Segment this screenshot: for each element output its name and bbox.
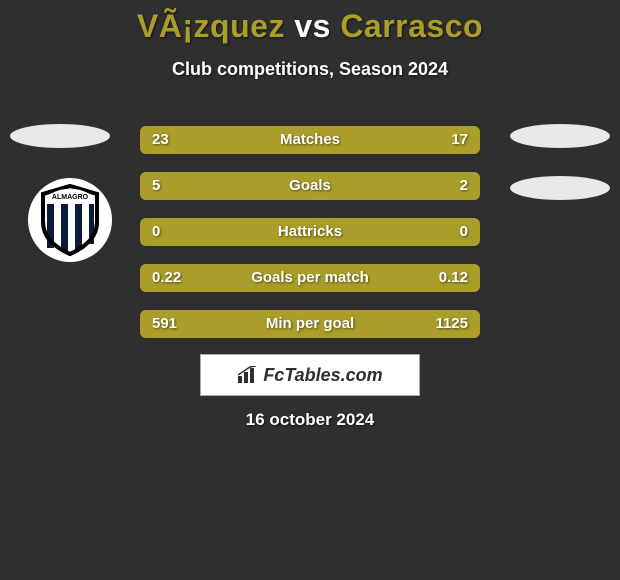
stat-rows: 23Matches17 5Goals2 0Hattricks0 0.22Goals p…: [140, 126, 480, 356]
stat-row: 0Hattricks0: [140, 218, 480, 246]
stat-value-right: 17: [451, 126, 468, 154]
stat-row: 0.22Goals per match0.12: [140, 264, 480, 292]
stat-row: 23Matches17: [140, 126, 480, 154]
brand-footer[interactable]: FcTables.com: [200, 354, 420, 396]
title-player1: VÃ¡zquez: [137, 8, 285, 44]
stat-row: 591Min per goal1125: [140, 310, 480, 338]
stat-label: Matches: [140, 126, 480, 154]
bars-icon: [237, 366, 259, 384]
stat-value-right: 0: [460, 218, 468, 246]
shield-icon: ALMAGRO: [39, 184, 101, 256]
comparison-card: VÃ¡zquez vs Carrasco Club competitions, …: [0, 0, 620, 580]
stat-value-right: 1125: [435, 310, 468, 338]
stat-label: Hattricks: [140, 218, 480, 246]
page-title: VÃ¡zquez vs Carrasco: [0, 0, 620, 45]
subtitle: Club competitions, Season 2024: [0, 59, 620, 80]
stat-label: Goals: [140, 172, 480, 200]
player2-badge-ellipse-2: [510, 176, 610, 200]
stat-value-right: 2: [460, 172, 468, 200]
player2-badge-ellipse-1: [510, 124, 610, 148]
stat-value-right: 0.12: [439, 264, 468, 292]
stat-row: 5Goals2: [140, 172, 480, 200]
title-vs: vs: [285, 8, 340, 44]
date-label: 16 october 2024: [0, 410, 620, 430]
player1-badge-ellipse: [10, 124, 110, 148]
title-player2: Carrasco: [340, 8, 483, 44]
stat-label: Min per goal: [140, 310, 480, 338]
player1-team-logo: ALMAGRO: [28, 178, 112, 262]
stat-label: Goals per match: [140, 264, 480, 292]
shield-label: ALMAGRO: [52, 194, 89, 201]
brand-text: FcTables.com: [263, 365, 382, 386]
